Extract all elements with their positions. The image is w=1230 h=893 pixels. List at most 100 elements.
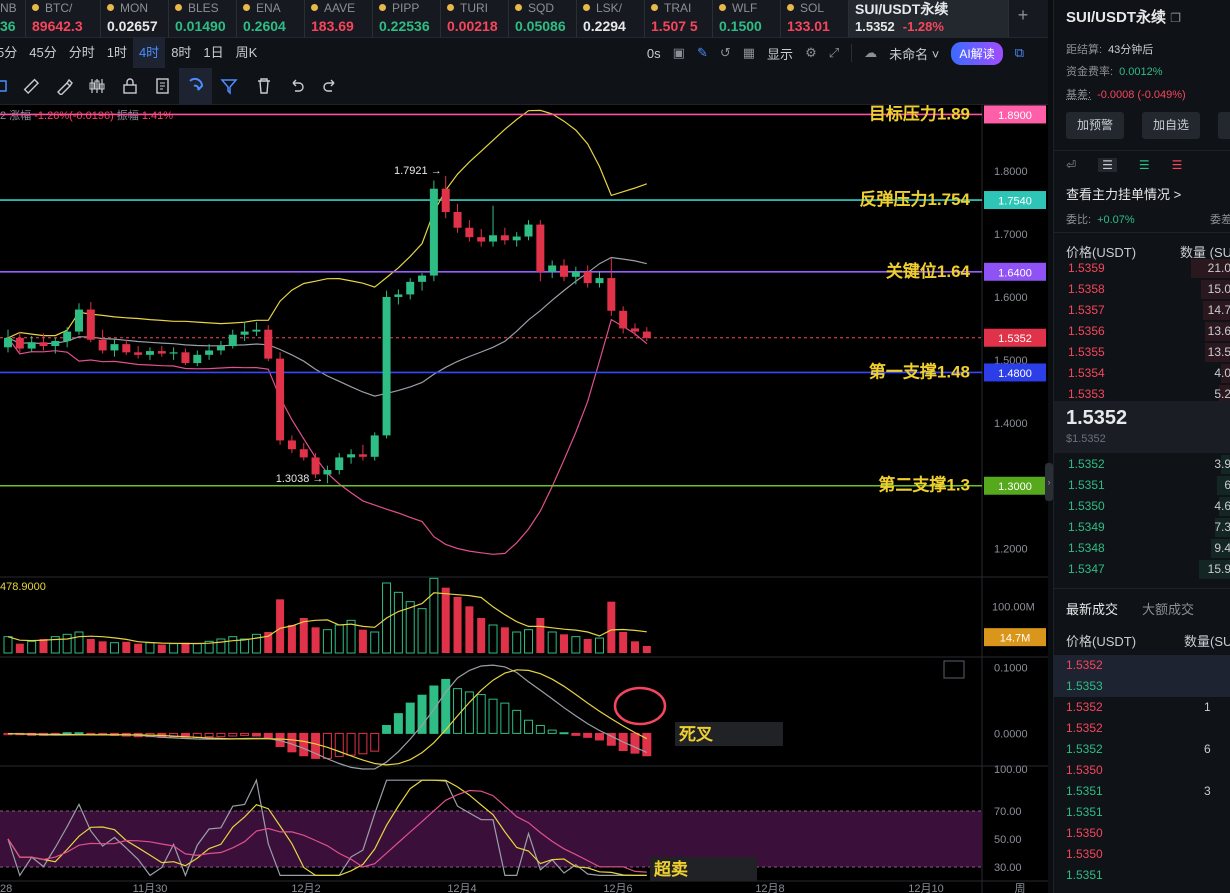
candle[interactable]	[347, 454, 356, 458]
ai-interpret-button[interactable]: AI解读	[951, 41, 1003, 65]
ask-row[interactable]: 1.5359 21.0	[1054, 258, 1230, 279]
ticker-tab[interactable]: PIPP 0.22536	[373, 0, 441, 37]
candle[interactable]	[536, 224, 545, 272]
candle[interactable]	[27, 342, 36, 349]
share-icon[interactable]: ⧉	[1014, 45, 1024, 60]
candle[interactable]	[193, 354, 202, 364]
ask-row[interactable]: 1.5358 15.0	[1054, 279, 1230, 300]
both-sides-icon[interactable]: ⏎	[1066, 158, 1077, 172]
candle[interactable]	[299, 449, 308, 458]
candle[interactable]	[145, 351, 154, 355]
candle[interactable]	[216, 346, 225, 351]
candle[interactable]	[287, 440, 296, 450]
candle[interactable]	[489, 235, 498, 242]
brush-icon[interactable]	[47, 68, 80, 105]
copy-icon[interactable]: ❐	[1170, 11, 1181, 25]
timeframe-2[interactable]: 分时	[68, 45, 95, 60]
candle[interactable]	[4, 337, 12, 348]
active-ticker-tab[interactable]: SUI/USDT永续 1.5352 -1.28%	[849, 0, 1009, 37]
maximize-pane-icon[interactable]	[943, 660, 965, 679]
candle[interactable]	[394, 294, 403, 297]
ticker-tab[interactable]: SOL 133.01	[781, 0, 849, 37]
asks-only-icon[interactable]: ☰	[1171, 158, 1183, 172]
ask-row[interactable]: 1.5355 13.5	[1054, 342, 1230, 363]
ticker-tab[interactable]: TURI 0.00218	[441, 0, 509, 37]
candle[interactable]	[500, 235, 509, 241]
timeframe-3[interactable]: 1时	[106, 45, 127, 60]
layout-icon[interactable]: ▦	[742, 45, 756, 60]
candle[interactable]	[264, 329, 273, 359]
candle[interactable]	[548, 265, 557, 272]
chart-area[interactable]: 2 涨幅 -1.26%(-0.0196) 振幅 1.41% 1.8000 1.700…	[0, 105, 1048, 893]
fullscreen-icon[interactable]: ⤢	[828, 45, 840, 60]
candle[interactable]	[98, 339, 107, 351]
candle[interactable]	[157, 351, 166, 354]
candle-tool-icon[interactable]	[80, 68, 113, 105]
ticker-tab[interactable]: ENA 0.2604	[237, 0, 305, 37]
replay-icon[interactable]: ↺	[719, 45, 731, 60]
ask-row[interactable]: 1.5354 4.0	[1054, 363, 1230, 384]
price-chart[interactable]: 2 涨幅 -1.26%(-0.0196) 振幅 1.41% 1.8000 1.700…	[0, 105, 1048, 893]
bid-row[interactable]: 1.5352 3.9	[1054, 454, 1230, 475]
candle[interactable]	[205, 350, 214, 355]
ticker-tab[interactable]: BLES 0.01490	[169, 0, 237, 37]
bid-row[interactable]: 1.5348 9.4	[1054, 538, 1230, 559]
candle[interactable]	[51, 341, 60, 347]
filter-icon[interactable]	[212, 68, 245, 105]
ask-row[interactable]: 1.5357 14.7	[1054, 300, 1230, 321]
candle[interactable]	[418, 275, 427, 282]
gear-icon[interactable]: ⚙	[805, 45, 817, 60]
timeframe-0[interactable]: 5分	[0, 45, 18, 60]
candle[interactable]	[595, 278, 604, 284]
cursor-tool-icon[interactable]	[0, 68, 14, 105]
ask-row[interactable]: 1.5353 5.2	[1054, 384, 1230, 405]
bid-row[interactable]: 1.5347 15.9	[1054, 559, 1230, 580]
candle[interactable]	[276, 358, 285, 441]
candle[interactable]	[630, 328, 639, 332]
candle[interactable]	[382, 296, 391, 436]
candle[interactable]	[642, 331, 651, 338]
candle[interactable]	[619, 310, 628, 329]
note-icon[interactable]	[146, 68, 179, 105]
bid-row[interactable]: 1.5351 6	[1054, 475, 1230, 496]
candle[interactable]	[429, 188, 438, 276]
candle[interactable]	[583, 271, 592, 284]
timeframe-6[interactable]: 1日	[203, 45, 224, 60]
bid-row[interactable]: 1.5349 7.3	[1054, 517, 1230, 538]
candle[interactable]	[228, 334, 237, 347]
pen-icon[interactable]: ✎	[696, 45, 708, 60]
add-watchlist-button[interactable]: 加自选	[1142, 112, 1200, 139]
ticker-tab[interactable]: WLF 0.1500	[713, 0, 781, 37]
timeframe-1[interactable]: 45分	[29, 45, 57, 60]
candle[interactable]	[240, 331, 249, 335]
ticker-tab[interactable]: AAVE 183.69	[305, 0, 373, 37]
tab-large-trades[interactable]: 大额成交	[1142, 602, 1195, 617]
display-button[interactable]: 显示	[767, 46, 794, 62]
view-orders-link[interactable]: 查看主力挂单情况 >	[1066, 187, 1182, 202]
timeframe-7[interactable]: 周K	[235, 45, 258, 60]
candle[interactable]	[465, 227, 474, 238]
candle[interactable]	[122, 344, 131, 353]
ticker-tab[interactable]: TRAI 1.507 5	[645, 0, 713, 37]
candle[interactable]	[74, 309, 83, 332]
candle[interactable]	[512, 236, 521, 241]
ruler-icon[interactable]	[14, 68, 47, 105]
candle[interactable]	[110, 344, 119, 351]
ticker-tab[interactable]: BTC/89642.3	[26, 0, 101, 37]
candle[interactable]	[370, 435, 379, 457]
add-alert-button[interactable]: 加预警	[1066, 112, 1124, 139]
timeframe-4[interactable]: 4时	[132, 38, 166, 68]
candle[interactable]	[406, 281, 415, 295]
undo-icon[interactable]	[280, 68, 313, 105]
tab-latest-trades[interactable]: 最新成交	[1066, 602, 1119, 617]
candle[interactable]	[335, 457, 344, 471]
panel-splitter[interactable]: ›	[1045, 463, 1053, 501]
candle[interactable]	[477, 237, 486, 242]
more-button[interactable]	[1218, 112, 1230, 139]
ticker-tab[interactable]: LSK/0.2294	[577, 0, 645, 37]
timeframe-5[interactable]: 8时	[171, 45, 192, 60]
candle[interactable]	[15, 337, 24, 349]
candle[interactable]	[453, 211, 462, 228]
candle[interactable]	[358, 454, 367, 457]
candle[interactable]	[86, 309, 95, 340]
